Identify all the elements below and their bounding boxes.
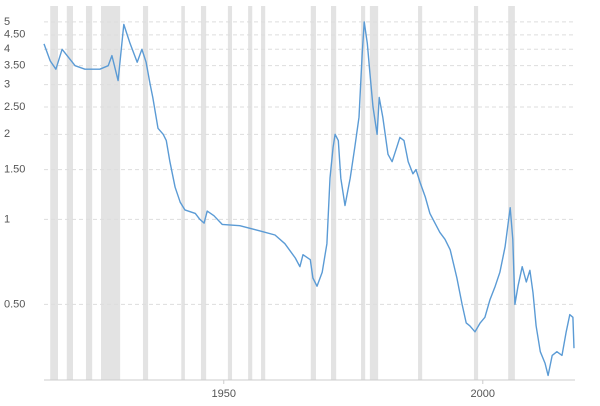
shaded-period <box>310 6 316 380</box>
shaded-period <box>418 6 423 380</box>
y-tick-label: 5 <box>4 16 10 28</box>
y-tick-label: 3.50 <box>4 60 25 72</box>
shaded-period <box>50 6 58 380</box>
shaded-period <box>261 6 266 380</box>
shaded-period <box>369 6 379 380</box>
shaded-period <box>330 6 337 380</box>
shaded-period <box>361 6 366 380</box>
shaded-period <box>200 6 207 380</box>
y-tick-label: 1.50 <box>4 164 25 176</box>
y-tick-label: 0.50 <box>4 298 25 310</box>
shaded-period <box>100 6 121 380</box>
y-tick-label: 2 <box>4 128 10 140</box>
shaded-period <box>508 6 515 380</box>
shaded-period <box>142 6 149 380</box>
shaded-period <box>227 6 233 380</box>
y-tick-label: 1 <box>4 213 10 225</box>
y-tick-label: 4.50 <box>4 29 25 41</box>
shaded-period <box>473 6 479 380</box>
shaded-period <box>85 6 93 380</box>
shaded-period <box>181 6 185 380</box>
y-tick-label: 4 <box>4 43 10 55</box>
y-tick-label: 2.50 <box>4 101 25 113</box>
shaded-period <box>248 6 253 380</box>
x-tick-label: 1950 <box>212 388 236 400</box>
x-tick-label: 2000 <box>471 388 495 400</box>
series-line <box>43 21 575 377</box>
shaded-period <box>66 6 74 380</box>
y-tick-label: 3 <box>4 78 10 90</box>
